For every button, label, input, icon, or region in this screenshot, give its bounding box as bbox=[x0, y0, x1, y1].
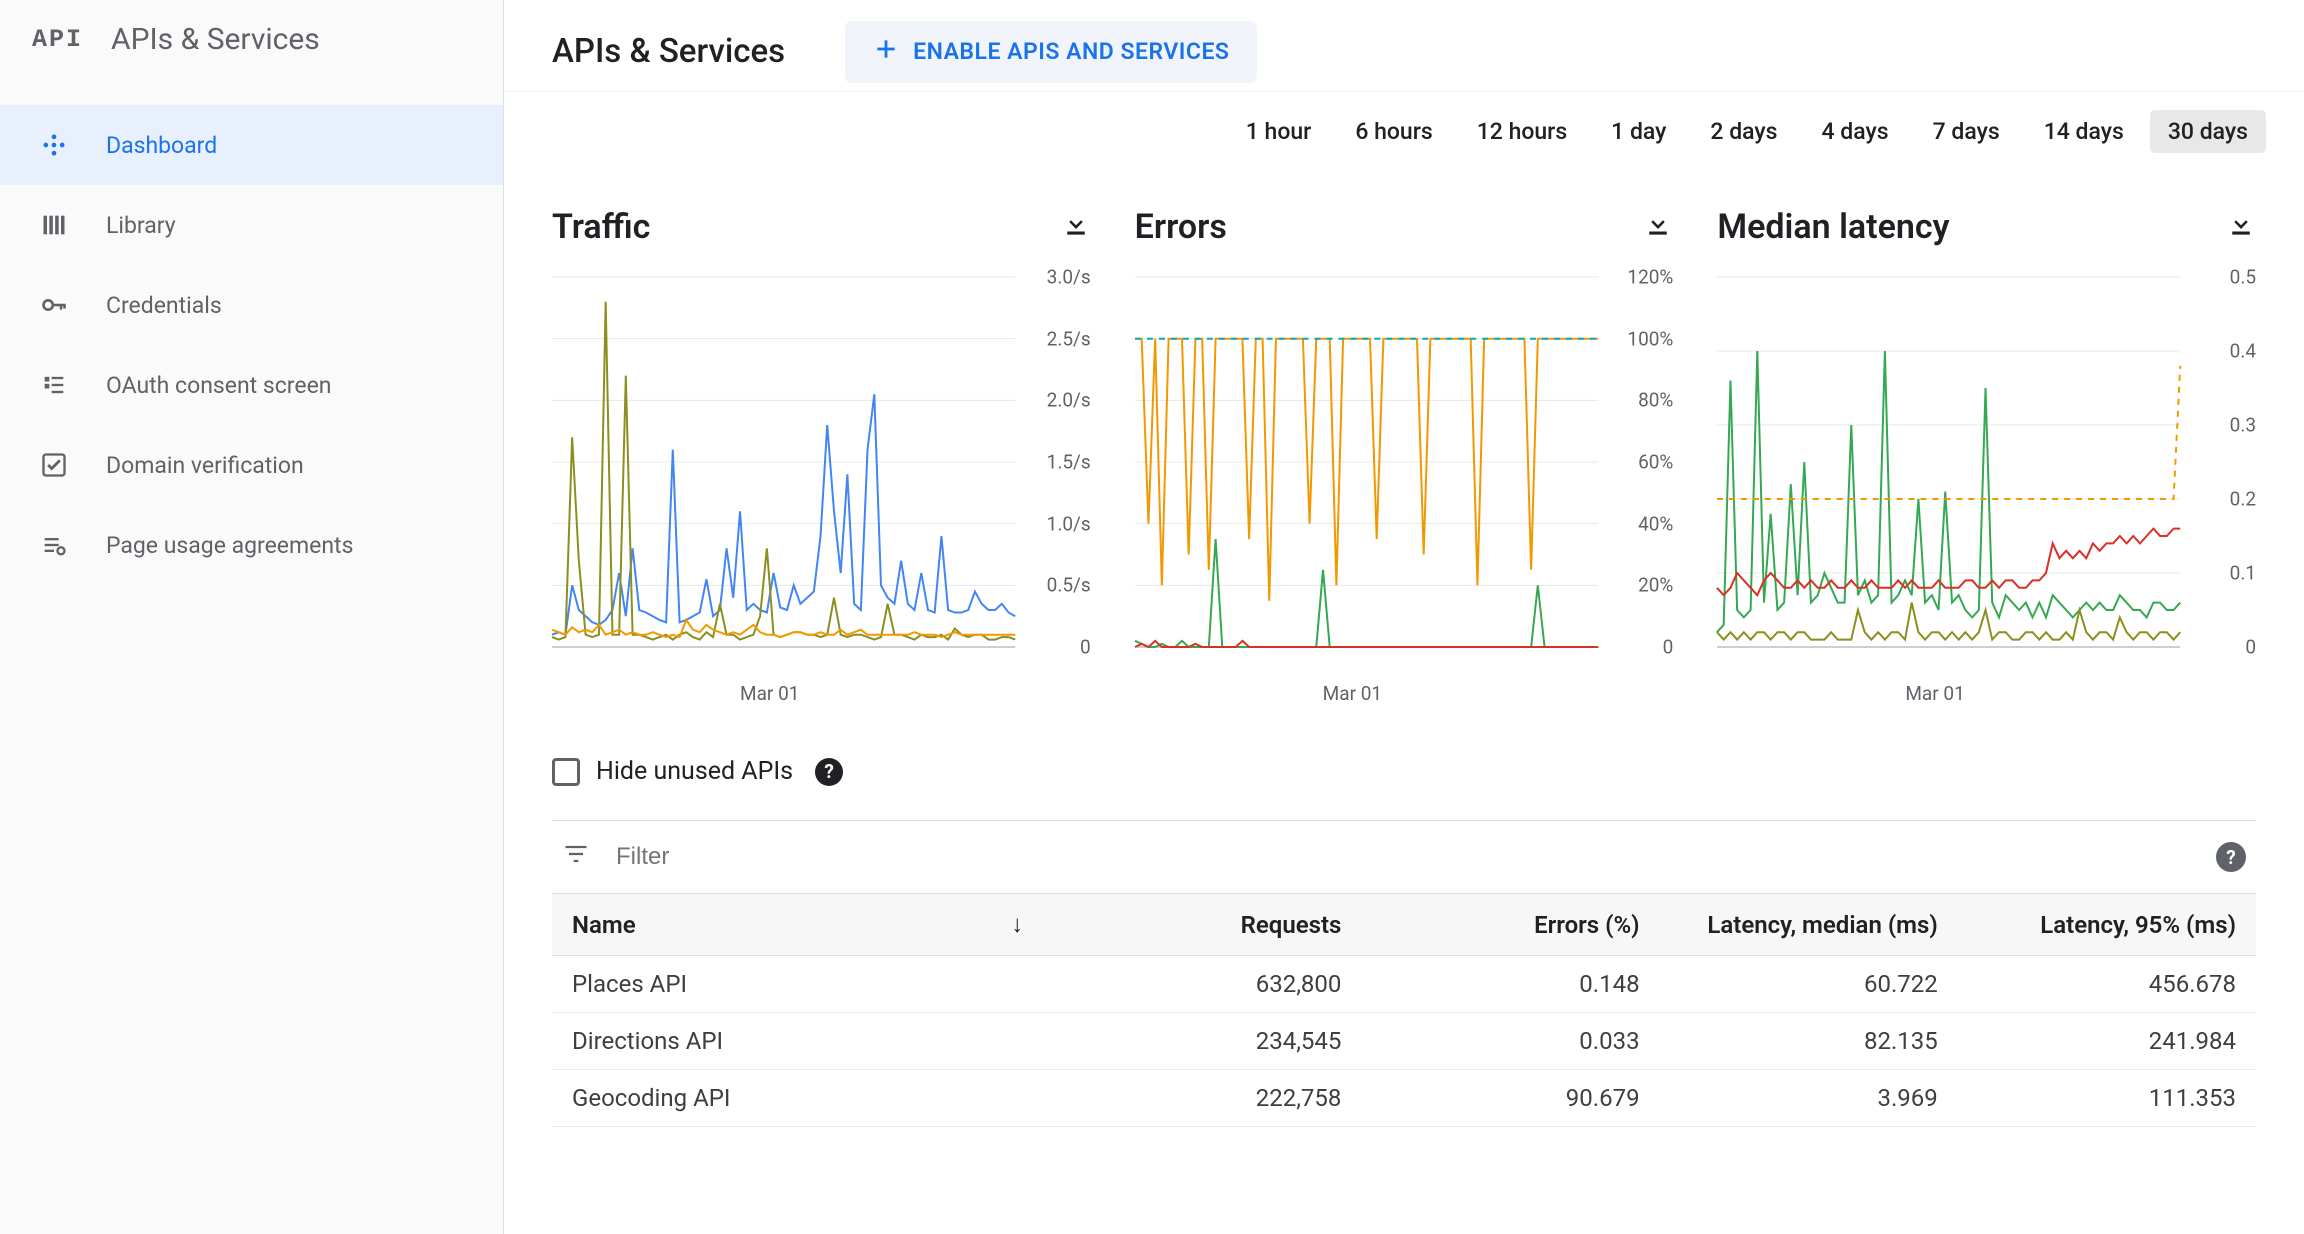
chart-title: Median latency bbox=[1717, 207, 1949, 247]
api-table: Name↓RequestsErrors (%)Latency, median (… bbox=[552, 894, 2256, 1127]
consent-icon bbox=[40, 371, 68, 399]
sidebar-item-credentials[interactable]: Credentials bbox=[0, 265, 503, 345]
table-row[interactable]: Directions API234,5450.03382.135241.984 bbox=[552, 1013, 2256, 1070]
filter-input[interactable] bbox=[590, 835, 2216, 879]
time-range-option[interactable]: 12 hours bbox=[1459, 110, 1585, 153]
sidebar-nav: Dashboard Library Credentials OAuth consent… bbox=[0, 87, 503, 585]
cell-errors: 90.679 bbox=[1361, 1070, 1659, 1127]
download-icon[interactable] bbox=[1643, 209, 1673, 245]
table-header-lat_p95[interactable]: Latency, 95% (ms) bbox=[1958, 894, 2256, 956]
sidebar-item-dashboard[interactable]: Dashboard bbox=[0, 105, 503, 185]
filter-help-icon[interactable]: ? bbox=[2216, 842, 2246, 872]
cell-lat_p95: 111.353 bbox=[1958, 1070, 2256, 1127]
table-section: Hide unused APIs ? ? Name↓RequestsErrors… bbox=[504, 697, 2304, 1127]
dashboard-icon bbox=[40, 131, 68, 159]
sidebar-header: API APIs & Services bbox=[0, 0, 503, 87]
cell-errors: 0.148 bbox=[1361, 956, 1659, 1013]
sidebar-item-usage[interactable]: Page usage agreements bbox=[0, 505, 503, 585]
sidebar-item-library[interactable]: Library bbox=[0, 185, 503, 265]
sidebar-item-domain[interactable]: Domain verification bbox=[0, 425, 503, 505]
chart-body: 00.5/s1.0/s1.5/s2.0/s2.5/s3.0/sMar 01 bbox=[552, 277, 1091, 677]
check-icon bbox=[40, 451, 68, 479]
time-range-option[interactable]: 1 hour bbox=[1228, 110, 1330, 153]
page-title: APIs & Services bbox=[552, 32, 785, 71]
cell-name: Places API bbox=[552, 956, 1063, 1013]
filter-bar: ? bbox=[552, 820, 2256, 894]
table-header-row: Name↓RequestsErrors (%)Latency, median (… bbox=[552, 894, 2256, 956]
main-header: APIs & Services ENABLE APIS AND SERVICES bbox=[504, 0, 2304, 92]
cell-lat_med: 60.722 bbox=[1660, 956, 1958, 1013]
sidebar-item-label: Domain verification bbox=[106, 452, 304, 479]
chart-title: Errors bbox=[1135, 207, 1227, 247]
sidebar-item-label: Dashboard bbox=[106, 132, 217, 159]
main-panel: APIs & Services ENABLE APIS AND SERVICES… bbox=[504, 0, 2304, 1234]
product-title: APIs & Services bbox=[111, 22, 320, 57]
download-icon[interactable] bbox=[2226, 209, 2256, 245]
time-range-option[interactable]: 1 day bbox=[1593, 110, 1684, 153]
cell-lat_p95: 456.678 bbox=[1958, 956, 2256, 1013]
time-range-option[interactable]: 30 days bbox=[2150, 110, 2266, 153]
sidebar-item-oauth[interactable]: OAuth consent screen bbox=[0, 345, 503, 425]
table-header-name[interactable]: Name↓ bbox=[552, 894, 1063, 956]
sidebar-item-label: Library bbox=[106, 212, 176, 239]
table-header-lat_med[interactable]: Latency, median (ms) bbox=[1660, 894, 1958, 956]
x-tick-label: Mar 01 bbox=[1905, 682, 1964, 705]
time-range-option[interactable]: 7 days bbox=[1915, 110, 2018, 153]
sidebar-item-label: OAuth consent screen bbox=[106, 372, 332, 399]
enable-apis-label: ENABLE APIS AND SERVICES bbox=[913, 38, 1229, 65]
cell-lat_med: 3.969 bbox=[1660, 1070, 1958, 1127]
chart-card: Errors 020%40%60%80%100%120%Mar 01 bbox=[1135, 207, 1674, 677]
hide-unused-label: Hide unused APIs bbox=[596, 757, 793, 786]
download-icon[interactable] bbox=[1061, 209, 1091, 245]
charts-row: Traffic 00.5/s1.0/s1.5/s2.0/s2.5/s3.0/sMa… bbox=[504, 161, 2304, 697]
plus-icon bbox=[873, 36, 899, 68]
cell-lat_p95: 241.984 bbox=[1958, 1013, 2256, 1070]
hide-unused-row: Hide unused APIs ? bbox=[552, 757, 2256, 820]
table-header-requests[interactable]: Requests bbox=[1063, 894, 1361, 956]
cell-name: Directions API bbox=[552, 1013, 1063, 1070]
doc-gear-icon bbox=[40, 531, 68, 559]
key-icon bbox=[40, 291, 68, 319]
cell-requests: 234,545 bbox=[1063, 1013, 1361, 1070]
sort-arrow-down-icon: ↓ bbox=[1011, 910, 1023, 939]
cell-name: Geocoding API bbox=[552, 1070, 1063, 1127]
cell-lat_med: 82.135 bbox=[1660, 1013, 1958, 1070]
chart-title: Traffic bbox=[552, 207, 650, 247]
hide-unused-checkbox[interactable] bbox=[552, 758, 580, 786]
chart-body: 00.10.20.30.40.5Mar 01 bbox=[1717, 277, 2256, 677]
product-logo: API bbox=[32, 25, 83, 54]
sidebar-item-label: Page usage agreements bbox=[106, 532, 353, 559]
chart-card: Traffic 00.5/s1.0/s1.5/s2.0/s2.5/s3.0/sMa… bbox=[552, 207, 1091, 677]
library-icon bbox=[40, 211, 68, 239]
sidebar: API APIs & Services Dashboard Library Cred… bbox=[0, 0, 504, 1234]
chart-card: Median latency 00.10.20.30.40.5Mar 01 bbox=[1717, 207, 2256, 677]
enable-apis-button[interactable]: ENABLE APIS AND SERVICES bbox=[845, 21, 1257, 83]
x-tick-label: Mar 01 bbox=[740, 682, 799, 705]
help-icon[interactable]: ? bbox=[815, 758, 843, 786]
filter-icon[interactable] bbox=[562, 840, 590, 874]
time-range-selector: 1 hour6 hours12 hours1 day2 days4 days7 … bbox=[504, 92, 2304, 161]
sidebar-item-label: Credentials bbox=[106, 292, 222, 319]
time-range-option[interactable]: 6 hours bbox=[1337, 110, 1450, 153]
table-row[interactable]: Places API632,8000.14860.722456.678 bbox=[552, 956, 2256, 1013]
time-range-option[interactable]: 2 days bbox=[1692, 110, 1795, 153]
table-header-errors[interactable]: Errors (%) bbox=[1361, 894, 1659, 956]
cell-requests: 632,800 bbox=[1063, 956, 1361, 1013]
time-range-option[interactable]: 4 days bbox=[1804, 110, 1907, 153]
cell-requests: 222,758 bbox=[1063, 1070, 1361, 1127]
time-range-option[interactable]: 14 days bbox=[2026, 110, 2142, 153]
cell-errors: 0.033 bbox=[1361, 1013, 1659, 1070]
table-row[interactable]: Geocoding API222,75890.6793.969111.353 bbox=[552, 1070, 2256, 1127]
chart-body: 020%40%60%80%100%120%Mar 01 bbox=[1135, 277, 1674, 677]
x-tick-label: Mar 01 bbox=[1323, 682, 1382, 705]
